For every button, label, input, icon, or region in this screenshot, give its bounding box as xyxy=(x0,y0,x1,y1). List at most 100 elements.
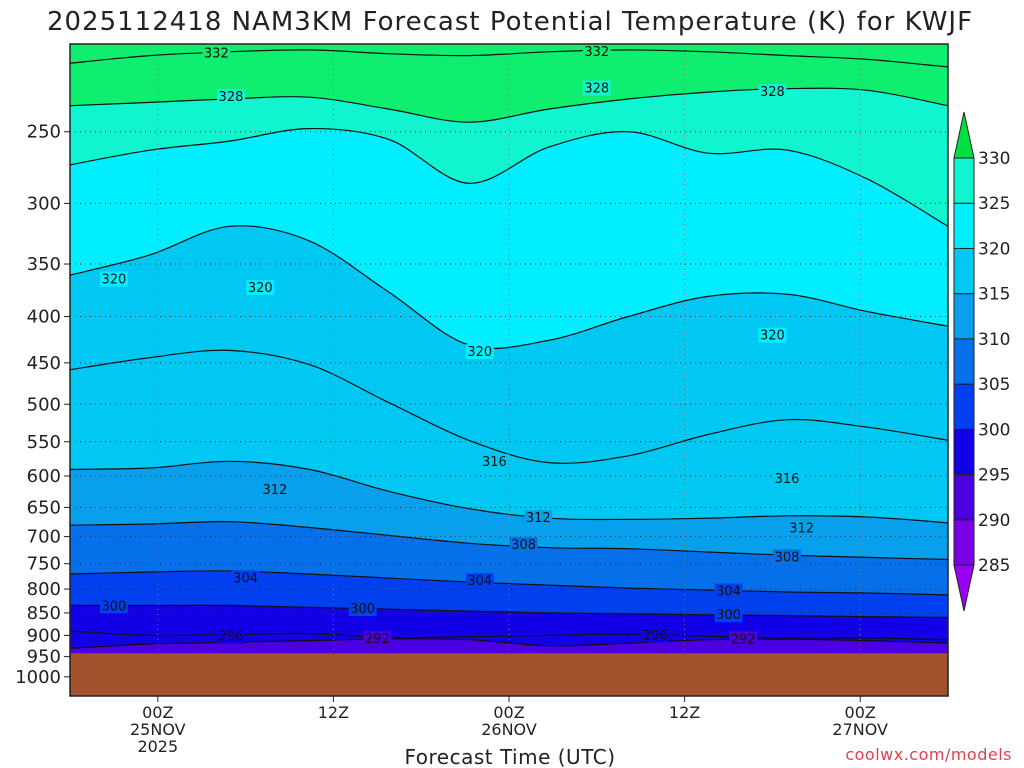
colorbar-swatch xyxy=(953,383,975,430)
colorbar-tick-label: 315 xyxy=(978,285,1010,305)
y-tick-label: 1000 xyxy=(15,667,61,688)
contour-label: 328 xyxy=(584,82,609,97)
contour-label: 296 xyxy=(219,630,244,645)
contour-label: 300 xyxy=(716,608,741,623)
contour-label: 300 xyxy=(350,602,375,617)
contour-label-bg xyxy=(246,280,275,296)
x-tick-label: 26NOV xyxy=(481,720,537,739)
y-tick-label: 650 xyxy=(27,497,61,518)
x-tick-label: 00Z xyxy=(142,703,173,722)
contour-label-bg xyxy=(363,630,392,646)
y-tick-label: 700 xyxy=(27,527,61,548)
x-tick-label: 12Z xyxy=(669,703,700,722)
y-tick-label: 950 xyxy=(27,647,61,668)
x-axis-label: Forecast Time (UTC) xyxy=(404,745,615,768)
colorbar-swatch xyxy=(953,338,975,385)
isentrope-324 xyxy=(70,127,948,227)
contour-label: 312 xyxy=(262,483,287,498)
contour-label-bg xyxy=(348,601,377,617)
contour-label: 320 xyxy=(760,329,785,344)
contour-label-bg xyxy=(758,327,787,343)
contour-label: 304 xyxy=(716,585,741,600)
contour-label: 320 xyxy=(101,272,126,287)
x-tick-label: 27NOV xyxy=(832,720,888,739)
contour-label-bg xyxy=(524,510,553,526)
credit-text: coolwx.com/models xyxy=(845,745,1012,764)
contour-label: 328 xyxy=(219,90,244,105)
colorbar-swatch xyxy=(953,157,975,204)
colorbar-min-arrow xyxy=(953,564,975,612)
colorbar-tick-label: 310 xyxy=(978,330,1010,350)
contour-label-bg xyxy=(260,482,289,498)
contour-label: 292 xyxy=(365,632,390,647)
contour-label-bg xyxy=(509,536,538,552)
x-tick-label: 2025 xyxy=(137,737,178,756)
contour-label-bg xyxy=(582,80,611,96)
colorbar-tick-label: 325 xyxy=(978,194,1010,214)
y-tick-label: 500 xyxy=(27,394,61,415)
y-tick-label: 250 xyxy=(27,122,61,143)
isentrope-300 xyxy=(70,604,948,619)
contour-label: 320 xyxy=(467,345,492,360)
x-tick-label: 00Z xyxy=(493,703,524,722)
contour-label-bg xyxy=(729,631,758,647)
y-tick-label: 450 xyxy=(27,353,61,374)
contour-label-bg xyxy=(465,573,494,589)
x-tick-label: 12Z xyxy=(318,703,349,722)
contour-label: 312 xyxy=(789,522,814,537)
contour-label: 332 xyxy=(584,45,609,60)
contour-label: 292 xyxy=(731,632,756,647)
contour-label-bg xyxy=(216,628,245,644)
contour-label: 308 xyxy=(775,550,800,565)
contour-label-bg xyxy=(787,520,816,536)
contour-label: 316 xyxy=(482,455,507,470)
y-axis: 2503003504004505005506006507007508008509… xyxy=(15,122,70,688)
contour-label: 328 xyxy=(760,85,785,100)
isentrope-320 xyxy=(70,225,948,350)
contour-label-bg xyxy=(465,344,494,360)
contour-label: 304 xyxy=(233,572,258,587)
x-tick-label: 25NOV xyxy=(130,720,186,739)
contour-label-bg xyxy=(480,453,509,469)
grid-layer xyxy=(70,44,948,696)
colorbar-tick-label: 320 xyxy=(978,239,1010,259)
contour-label: 312 xyxy=(526,511,551,526)
contour-label: 316 xyxy=(775,472,800,487)
contour-label-bg xyxy=(773,471,802,487)
x-tick-label: 00Z xyxy=(845,703,876,722)
colorbar-tick-label: 300 xyxy=(978,420,1010,440)
contour-label-bg xyxy=(216,89,245,105)
y-tick-label: 550 xyxy=(27,432,61,453)
colorbar-tick-label: 290 xyxy=(978,511,1010,531)
colorbar-swatch xyxy=(953,428,975,476)
y-tick-label: 850 xyxy=(27,603,61,624)
contour-label: 300 xyxy=(101,599,126,614)
contour-label-bg xyxy=(773,549,802,565)
contour-label-bg xyxy=(582,43,611,59)
contour-label: 308 xyxy=(511,538,536,553)
colorbar-tick-label: 285 xyxy=(978,556,1010,576)
contour-label-bg xyxy=(641,627,670,643)
contour-label-bg xyxy=(231,570,260,586)
colorbar-swatch xyxy=(953,519,975,566)
y-tick-label: 750 xyxy=(27,554,61,575)
contour-label: 304 xyxy=(467,574,492,589)
contour-label-layer: 332 332 328 328 328 320 320 320 320 316 316 312 312 3… xyxy=(99,43,816,647)
contour-label-bg xyxy=(99,598,128,614)
contour-label-bg xyxy=(202,45,231,61)
contour-label: 332 xyxy=(204,47,229,62)
colorbar: 285 290 295 300 305 310 315 320 325 330 xyxy=(953,111,1010,612)
contour-label-bg xyxy=(714,583,743,599)
y-tick-label: 800 xyxy=(27,579,61,600)
y-tick-label: 300 xyxy=(27,193,61,214)
chart-title: 2025112418 NAM3KM Forecast Potential Tem… xyxy=(47,7,973,37)
colorbar-tick-label: 305 xyxy=(978,375,1010,395)
colorbar-swatch xyxy=(953,474,975,521)
y-tick-label: 350 xyxy=(27,254,61,275)
contour-label-bg xyxy=(99,271,128,287)
contour-label: 296 xyxy=(643,628,668,643)
contour-label: 320 xyxy=(248,281,273,296)
contour-label-bg xyxy=(714,607,743,623)
